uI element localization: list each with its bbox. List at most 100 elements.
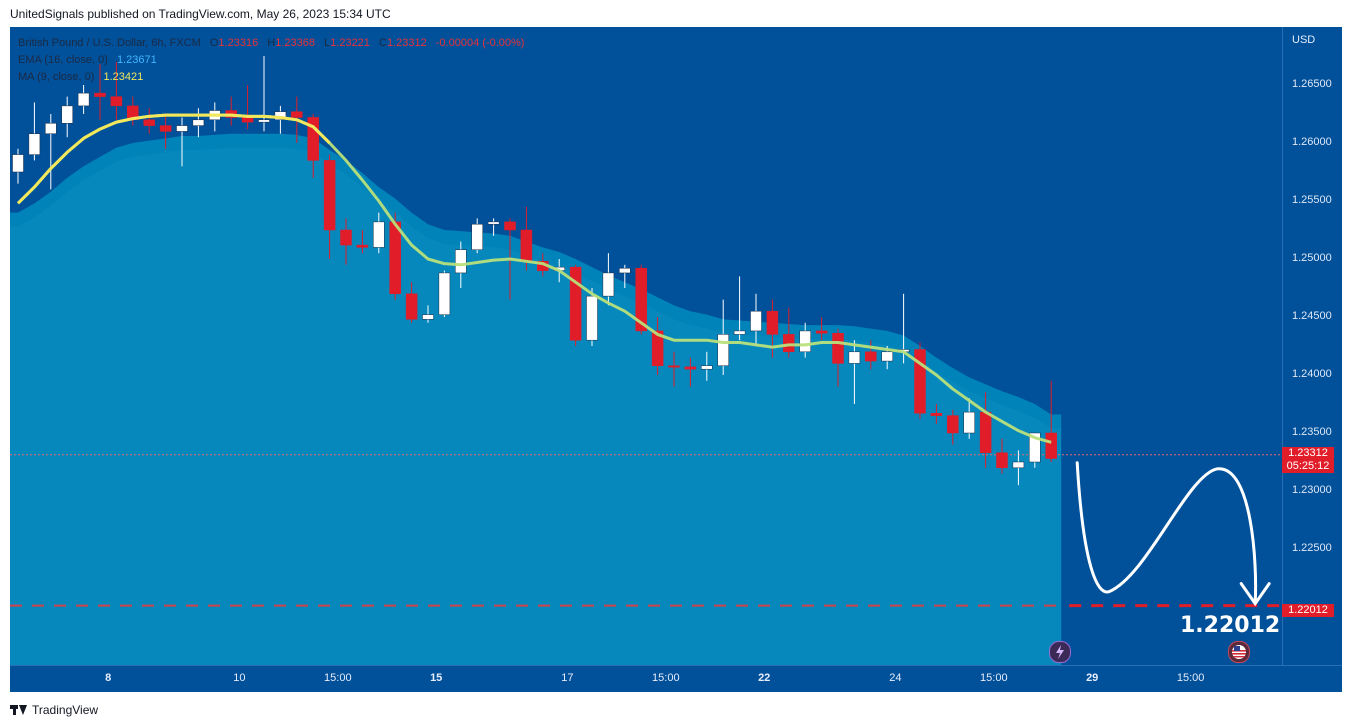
footer-brand: TradingView [32,703,99,717]
lightning-icon[interactable] [1049,641,1071,663]
y-tick-label: 1.24000 [1292,368,1332,380]
x-tick-label: 22 [758,672,771,684]
us-flag-icon[interactable] [1228,641,1250,663]
y-tick-label: 1.24500 [1292,310,1332,322]
y-tick-label: 1.22500 [1292,542,1332,554]
candle-body [110,96,123,107]
change-value: -0.00004 (-0.00%) [435,37,525,49]
ma-line [16,113,331,205]
footer[interactable]: TradingView [10,703,98,717]
candle-body [504,221,516,231]
candle-body [1012,461,1025,469]
candle-body [159,125,172,132]
candle-body [307,117,319,161]
candle-body [61,105,73,124]
candle-body [848,351,861,364]
candle-body [766,310,779,335]
y-tick-label: 1.26500 [1292,78,1332,90]
tradingview-logo-icon [10,705,28,715]
candle-body [586,295,598,341]
last-price-tag: 1.23312 05:25:12 [1282,447,1334,473]
candle-body [602,272,615,297]
x-tick-label: 8 [105,672,112,684]
candle-body [815,330,828,334]
candle-body [389,221,401,295]
y-tick-label: 1.25500 [1292,194,1332,206]
candle-body [619,268,631,274]
candle-body [651,330,664,366]
candle-body [192,119,205,126]
countdown-timer: 05:25:12 [1286,460,1330,472]
legend-ma-row[interactable]: MA (9, close, 0) 1.23421 [18,69,524,86]
y-tick-label: 1.23000 [1292,484,1332,496]
chart-frame[interactable]: British Pound / U.S. Dollar, 6h, FXCM O1… [10,27,1342,692]
ema-value: 1.23671 [116,54,157,66]
x-tick-label: 15:00 [324,672,352,684]
candle-body [422,314,434,320]
ma-label: MA (9, close, 0) [18,71,95,83]
price-chart[interactable] [10,27,1342,692]
candle-body [635,268,647,332]
candle-body [881,351,893,362]
publisher-line: UnitedSignals published on TradingView.c… [10,7,391,21]
candle-body [569,266,582,341]
candle-body [455,249,467,274]
candle-body [28,133,41,155]
candle-body [94,92,106,97]
candle-body [979,411,992,453]
ma-value: 1.23421 [103,71,144,83]
x-tick-label: 15:00 [1176,672,1205,684]
high-value: 1.23368 [275,37,315,49]
candle-body [832,332,844,364]
candle-body [291,111,303,118]
candle-body [487,221,500,225]
candle-body [241,117,254,123]
candle-body [717,334,729,366]
candle-body [258,119,270,123]
candle-body [684,366,697,370]
candle-body [783,334,795,353]
candle-body [45,123,57,134]
candle-body [340,229,352,246]
candle-body [733,330,746,335]
projection-arrow [1075,461,1258,604]
target-price-tag: 1.22012 [1282,604,1334,617]
legend-symbol-row: British Pound / U.S. Dollar, 6h, FXCM O1… [18,37,525,49]
currency-label[interactable]: USD [1292,34,1316,46]
last-price-value: 1.23312 [1288,447,1328,459]
x-tick-label: 10 [233,672,246,684]
projection-arrowhead [1239,582,1271,607]
x-tick-label: 15 [430,672,443,684]
ema-label: EMA (16, close, 0) [18,54,108,66]
price-axis[interactable] [1282,27,1342,692]
close-value: 1.23312 [386,37,427,49]
candle-body [963,411,975,434]
candle-body [77,92,90,107]
low-value: 1.23221 [330,37,370,49]
shaded-area-inner [10,147,1062,665]
legend-ema-row[interactable]: EMA (16, close, 0) 1.23671 [18,52,524,69]
time-axis[interactable] [10,665,1342,692]
y-tick-label: 1.25000 [1292,252,1332,264]
x-tick-label: 15:00 [980,672,1008,684]
candle-body [996,452,1008,469]
candle-body [947,415,959,434]
candle-body [1029,432,1041,463]
candle-body [176,125,188,132]
target-price-label: 1.22012 [1180,613,1281,638]
candle-body [143,119,155,126]
candle-body [373,221,385,248]
candle-body [914,349,926,414]
x-tick-label: 29 [1086,672,1099,684]
open-value: 1.23316 [218,37,259,49]
candle-body [1045,432,1057,459]
candle-body [405,293,418,320]
chart-legend: British Pound / U.S. Dollar, 6h, FXCM O1… [18,35,524,86]
candle-body [323,160,336,231]
candle-body [701,365,713,370]
candle-body [471,223,483,250]
candle-body [930,413,943,416]
x-tick-label: 17 [561,672,574,684]
candle-body [668,365,680,368]
candle-body [520,229,533,262]
